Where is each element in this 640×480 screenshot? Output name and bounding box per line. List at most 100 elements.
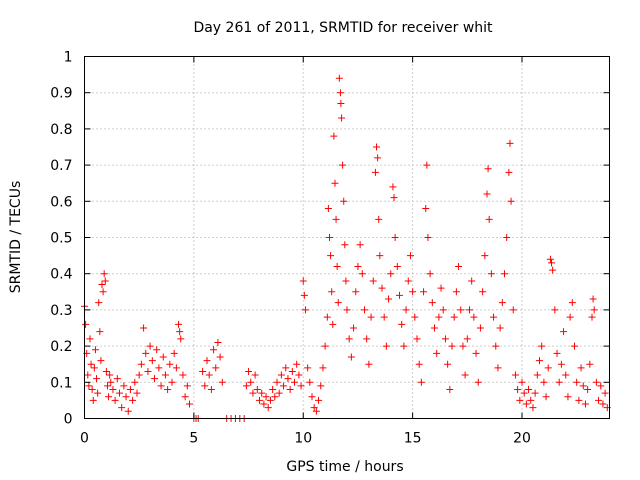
data-point: [533, 371, 541, 379]
x-tick-labels: 0 5 10 15 20: [80, 431, 531, 447]
data-point: [472, 349, 480, 357]
data-point: [389, 183, 397, 191]
data-point: [536, 357, 543, 365]
x-tick-label: 10: [294, 431, 312, 447]
data-point: [105, 393, 113, 401]
data-point: [299, 277, 307, 285]
data-point: [280, 382, 288, 390]
data-point: [335, 74, 343, 82]
y-tick-label: 0.7: [50, 158, 72, 174]
data-point: [409, 288, 417, 296]
data-point: [479, 288, 487, 296]
data-point: [201, 382, 209, 390]
data-point: [332, 215, 340, 223]
data-point: [319, 364, 327, 372]
data-point: [505, 168, 513, 176]
data-point: [385, 295, 393, 303]
data-point: [509, 306, 517, 314]
data-point: [107, 378, 115, 386]
data-point: [553, 349, 561, 357]
data-point: [308, 393, 316, 401]
y-tick-label: 0.6: [50, 194, 72, 210]
data-point: [470, 313, 478, 321]
y-axis-label: SRMTID / TECUs: [8, 181, 24, 294]
data-point: [347, 353, 355, 361]
data-point: [380, 313, 388, 321]
data-point: [549, 266, 557, 274]
data-point: [390, 194, 398, 202]
data-point: [99, 288, 107, 296]
data-point: [503, 234, 511, 241]
data-point: [444, 360, 452, 368]
data-point: [251, 371, 259, 379]
data-point: [101, 277, 109, 285]
data-point: [343, 306, 351, 314]
data-point: [342, 277, 350, 285]
data-point: [474, 378, 482, 386]
data-point: [367, 313, 375, 321]
data-point: [336, 89, 344, 97]
data-point: [484, 165, 492, 173]
data-point: [333, 262, 341, 270]
data-point: [258, 389, 266, 397]
data-point: [312, 407, 320, 415]
data-point: [511, 371, 519, 379]
data-point: [557, 360, 565, 368]
data-point: [170, 349, 178, 357]
data-point: [304, 364, 312, 372]
data-point: [501, 270, 508, 278]
data-point: [487, 270, 495, 278]
data-point: [595, 396, 603, 404]
data-point: [264, 404, 272, 412]
data-point: [111, 396, 119, 404]
data-point: [310, 404, 318, 412]
axis-ticks: [84, 56, 610, 419]
data-point: [218, 378, 226, 386]
data-point: [538, 342, 546, 350]
data-point: [301, 306, 309, 314]
data-point: [126, 386, 134, 394]
data-point: [157, 382, 165, 390]
data-point: [331, 179, 339, 187]
data-point: [269, 386, 277, 394]
data-point: [291, 378, 298, 386]
data-point: [496, 324, 504, 332]
data-point: [118, 404, 126, 412]
data-point: [396, 291, 403, 299]
data-point: [273, 378, 281, 386]
data-point: [437, 284, 445, 292]
data-point: [514, 386, 522, 394]
data-point: [90, 364, 98, 372]
data-point: [356, 241, 364, 249]
data-point: [212, 364, 220, 372]
data-point: [424, 234, 432, 241]
data-point: [85, 382, 93, 390]
data-point: [358, 270, 366, 278]
data-point: [455, 262, 463, 270]
data-point: [339, 161, 347, 169]
data-point: [571, 342, 578, 350]
grid-lines: [84, 56, 610, 419]
data-point: [592, 378, 600, 386]
data-point: [345, 335, 353, 343]
data-point: [116, 389, 123, 397]
data-point: [422, 205, 430, 213]
data-point: [205, 371, 213, 379]
data-point: [321, 342, 329, 350]
data-point: [300, 291, 308, 299]
data-point: [463, 335, 471, 343]
data-point: [374, 154, 382, 162]
data-point: [100, 270, 108, 278]
data-point: [476, 324, 484, 332]
data-point: [402, 306, 410, 314]
x-tick-label: 0: [80, 431, 89, 447]
data-point: [481, 252, 489, 260]
data-point: [400, 342, 408, 350]
data-point: [406, 252, 414, 260]
data-point: [450, 313, 458, 321]
data-point: [135, 371, 143, 379]
y-tick-label: 0.9: [50, 86, 72, 102]
data-point: [589, 295, 597, 303]
data-point: [120, 382, 128, 390]
data-point: [371, 168, 379, 176]
